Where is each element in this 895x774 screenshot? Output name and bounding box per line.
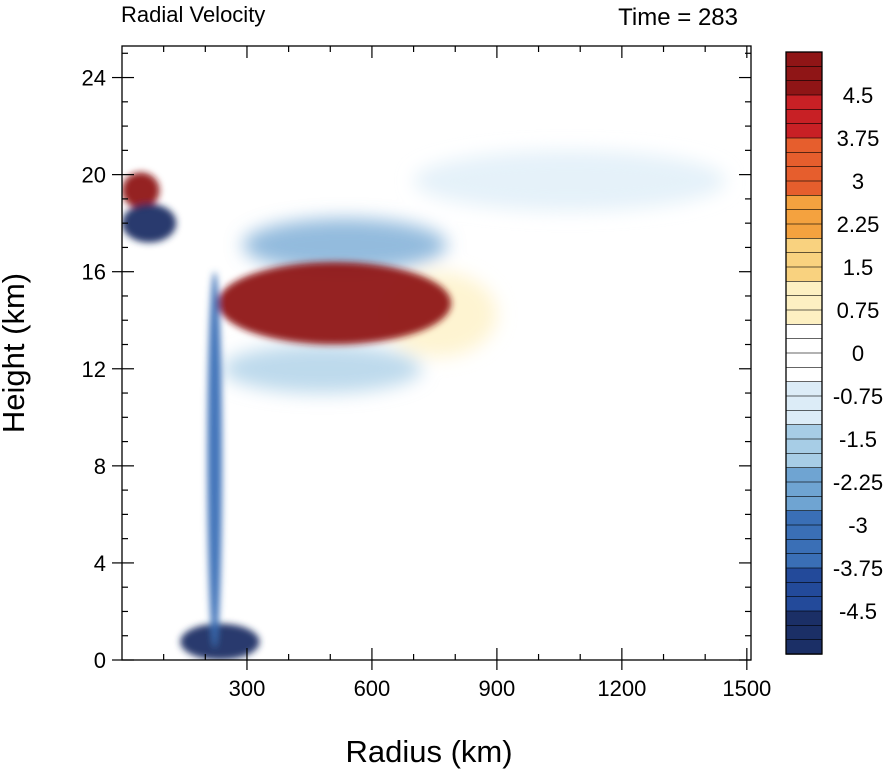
colorbar-box (785, 510, 823, 526)
colorbar-box (785, 195, 823, 211)
colorbar-box (785, 123, 823, 139)
y-tick-label: 24 (82, 66, 106, 91)
colorbar-box (785, 166, 823, 182)
colorbar-box (785, 424, 823, 440)
colorbar-box (785, 266, 823, 283)
colorbar: 4.5 3.75 3 2.25 1.5 0.75 0 -0.75 -1.5 -2.25 -3 -3.7… (785, 51, 883, 655)
colorbar-tick-label: -0.75 (833, 384, 883, 409)
colorbar-box (785, 324, 823, 340)
colorbar-box (785, 610, 823, 627)
colorbar-box (785, 481, 823, 498)
x-tick-label: 600 (354, 676, 391, 701)
x-tick-label: 900 (479, 676, 516, 701)
colorbar-box (785, 352, 823, 369)
colorbar-box (785, 438, 823, 455)
heatmap-cell (413, 150, 727, 212)
colorbar-box (785, 625, 823, 641)
y-tick-label: 16 (82, 260, 106, 285)
colorbar-tick-label: -3.75 (833, 556, 883, 581)
colorbar-tick-label: 2.25 (837, 212, 880, 237)
chart-subtitle: Time = 283 (618, 4, 738, 31)
colorbar-box (785, 66, 823, 82)
heatmap-cell (122, 203, 177, 243)
colorbar-frame (785, 51, 823, 655)
heatmap-cell (122, 172, 160, 209)
colorbar-box (785, 94, 823, 111)
x-ticks: 300 600 900 1200 1500 (163, 46, 771, 701)
colorbar-box (785, 309, 823, 326)
colorbar-box (785, 338, 823, 354)
y-ticks: 0 4 8 12 16 20 24 (82, 52, 751, 673)
colorbar-swatches (785, 51, 823, 655)
x-tick-label: 300 (229, 676, 266, 701)
colorbar-box (785, 496, 823, 512)
heatmap-cell (217, 261, 452, 345)
colorbar-box (785, 567, 823, 584)
colorbar-tick-label: 0 (852, 341, 864, 366)
colorbar-tick-label: -3 (848, 513, 868, 538)
colorbar-tick-label: 1.5 (843, 255, 874, 280)
colorbar-box (785, 180, 823, 197)
y-tick-label: 8 (94, 454, 106, 479)
colorbar-box (785, 453, 823, 469)
y-axis-label: Height (km) (0, 273, 31, 433)
colorbar-box (785, 381, 823, 397)
y-tick-label: 12 (82, 357, 106, 382)
x-axis-label: Radius (km) (345, 734, 512, 769)
colorbar-box (785, 410, 823, 426)
colorbar-box (785, 539, 823, 555)
heatmap-cell (242, 218, 447, 272)
colorbar-tick-label: -2.25 (833, 470, 883, 495)
colorbar-box (785, 109, 823, 125)
heatmap-cell (207, 271, 222, 648)
x-tick-label: 1500 (722, 676, 771, 701)
plot-frame (121, 45, 752, 661)
colorbar-box (785, 639, 823, 655)
colorbar-box (785, 238, 823, 254)
y-tick-label: 4 (94, 551, 106, 576)
colorbar-box (785, 152, 823, 168)
x-tick-label: 1200 (597, 676, 646, 701)
colorbar-tick-label: 3 (852, 169, 864, 194)
colorbar-box (785, 281, 823, 297)
colorbar-tick-label: 4.5 (843, 83, 874, 108)
colorbar-box (785, 467, 823, 483)
colorbar-box (785, 582, 823, 598)
heatmap-field (122, 150, 727, 660)
colorbar-tick-label: 0.75 (837, 298, 880, 323)
colorbar-labels: 4.5 3.75 3 2.25 1.5 0.75 0 -0.75 -1.5 -2.25 -3 -3.7… (833, 83, 883, 624)
colorbar-box (785, 553, 823, 569)
y-tick-label: 0 (94, 648, 106, 673)
colorbar-tick-label: -1.5 (839, 427, 877, 452)
colorbar-box (785, 252, 823, 268)
colorbar-box (785, 51, 823, 68)
colorbar-box (785, 137, 823, 154)
heatmap-cell (180, 623, 260, 660)
chart-title: Radial Velocity (121, 2, 265, 27)
colorbar-box (785, 295, 823, 311)
colorbar-box (785, 80, 823, 96)
colorbar-box (785, 395, 823, 412)
colorbar-box (785, 223, 823, 240)
colorbar-tick-label: -4.5 (839, 599, 877, 624)
colorbar-tick-label: 3.75 (837, 126, 880, 151)
heatmap-cell (221, 344, 422, 394)
colorbar-box (785, 209, 823, 225)
colorbar-box (785, 596, 823, 612)
colorbar-box (785, 524, 823, 541)
colorbar-box (785, 367, 823, 383)
y-tick-label: 20 (82, 163, 106, 188)
